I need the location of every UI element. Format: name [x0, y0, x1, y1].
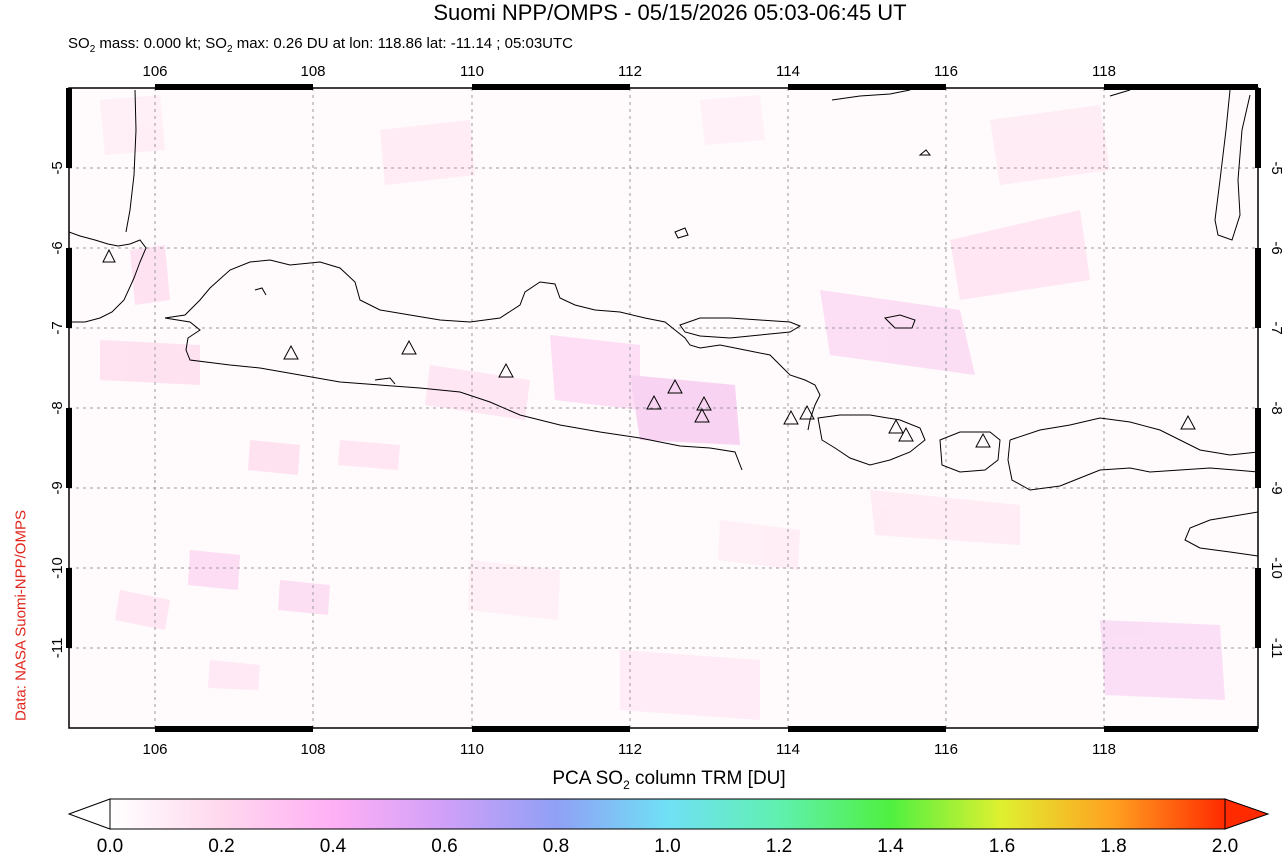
graticule: [69, 88, 1258, 728]
lon-label-top: 118: [1092, 63, 1116, 80]
lat-label-right: -10: [1268, 557, 1285, 579]
colorbar-tick: 1.8: [1100, 836, 1126, 855]
lon-label-bottom: 108: [300, 741, 325, 758]
subtitle-sub2: 2: [226, 44, 233, 55]
lon-label-top: 112: [618, 63, 642, 80]
lat-label-left: -9: [49, 481, 66, 494]
colorbar-tick: 0.6: [431, 836, 457, 855]
volcano-icon: [888, 418, 904, 434]
volcano-icon: [646, 394, 662, 410]
map-title: Suomi NPP/OMPS - 05/15/2026 05:03-06:45 …: [433, 0, 907, 25]
frame-ticks: [66, 84, 1261, 732]
colorbar-tick: 0.2: [208, 836, 234, 855]
coastlines: [69, 89, 1258, 557]
lon-label-top: 108: [300, 63, 325, 80]
lon-label-bottom: 116: [934, 741, 958, 758]
lon-label-bottom: 110: [460, 741, 484, 758]
volcano-icon: [667, 378, 683, 394]
colorbar: [67, 798, 1270, 830]
lat-label-right: -9: [1268, 481, 1285, 494]
volcano-icon: [102, 248, 116, 263]
subtitle-sub: 2: [89, 44, 96, 55]
volcano-icon: [1180, 414, 1196, 430]
lat-label-right: -11: [1268, 638, 1285, 659]
lat-label-right: -7: [1268, 321, 1285, 334]
colorbar-gradient: [109, 798, 1226, 830]
volcano-icon: [283, 344, 299, 360]
colorbar-min-arrow: [67, 798, 111, 830]
colorbar-label: PCA SO2 column TRM [DU]: [0, 768, 1288, 792]
volcano-icon: [696, 395, 712, 411]
lat-label-left: -6: [49, 241, 66, 254]
lon-label-bottom: 112: [618, 741, 642, 758]
colorbar-tick: 1.2: [766, 836, 792, 855]
volcano-icon: [783, 409, 799, 425]
lon-label-top: 110: [460, 63, 484, 80]
colorbar-label-sub: 2: [623, 777, 630, 792]
so2-pixels: [100, 95, 1225, 720]
lon-label-top: 114: [776, 63, 800, 80]
lat-label-right: -6: [1268, 241, 1285, 254]
lon-label-bottom: 114: [776, 741, 800, 758]
volcano-icon: [498, 362, 514, 378]
volcano-markers: [102, 248, 1196, 448]
so2-summary: SO2 mass: 0.000 kt; SO2 max: 0.26 DU at …: [68, 35, 573, 55]
lat-label-left: -8: [49, 401, 66, 414]
lon-label-bottom: 106: [142, 741, 167, 758]
lat-label-left: -7: [49, 321, 66, 334]
subtitle-prefix: SO: [68, 35, 90, 52]
subtitle-mid: mass: 0.000 kt; SO: [95, 35, 227, 52]
lon-label-bottom: 118: [1092, 741, 1116, 758]
lat-label-left: -11: [49, 638, 66, 659]
colorbar-tick: 0.4: [320, 836, 347, 855]
lat-label-right: -5: [1268, 161, 1285, 174]
colorbar-tick: 1.6: [989, 836, 1015, 855]
lat-label-left: -5: [49, 161, 66, 174]
volcano-icon: [799, 404, 815, 420]
colorbar-tick: 0.0: [97, 836, 123, 855]
colorbar-max-arrow: [1224, 798, 1270, 830]
colorbar-tick: 1.0: [654, 836, 680, 855]
volcano-icon: [975, 432, 991, 448]
volcano-icon: [401, 339, 417, 355]
colorbar-tick: 1.4: [877, 836, 904, 855]
volcano-icon: [694, 407, 710, 423]
colorbar-tick: 0.8: [543, 836, 569, 855]
lat-label-right: -8: [1268, 401, 1285, 414]
lon-label-top: 106: [142, 63, 167, 80]
colorbar-label-prefix: PCA SO: [552, 768, 624, 789]
colorbar-label-suffix: column TRM [DU]: [629, 768, 786, 789]
volcano-icon: [898, 426, 914, 442]
subtitle-suffix: max: 0.26 DU at lon: 118.86 lat: -11.14 …: [232, 35, 573, 52]
colorbar-tick: 2.0: [1212, 836, 1238, 855]
lon-label-top: 116: [934, 63, 958, 80]
lat-label-left: -10: [49, 557, 66, 579]
